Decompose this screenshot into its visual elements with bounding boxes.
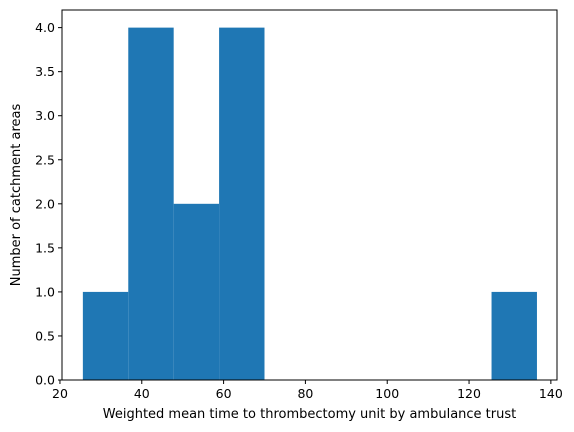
y-tick-label: 4.0	[35, 20, 55, 35]
x-tick-label: 40	[134, 386, 150, 401]
x-tick-label: 140	[539, 386, 563, 401]
y-tick-label: 1.5	[35, 240, 55, 255]
y-tick-label: 2.5	[35, 152, 55, 167]
bars-group	[82, 27, 537, 380]
y-tick-label: 3.5	[35, 64, 55, 79]
histogram-bar-4	[219, 27, 265, 380]
plot-frame	[61, 9, 558, 381]
y-axis-label: Number of catchment areas	[9, 104, 24, 287]
histogram-bar-1	[82, 291, 129, 380]
x-axis-label: Weighted mean time to thrombectomy unit …	[103, 407, 516, 422]
y-tick-label: 1.0	[35, 284, 55, 299]
x-tick-label: 120	[457, 386, 481, 401]
x-tick-label: 20	[52, 386, 68, 401]
x-tick-label: 100	[375, 386, 399, 401]
y-axis-ticks: 0.0 0.5 1.0 1.5 2.0 2.5 3.0 3.5 4.0	[35, 20, 62, 388]
histogram-bar-3	[173, 203, 220, 380]
x-tick-label: 60	[216, 386, 232, 401]
histogram-bar-2	[128, 27, 174, 380]
x-tick-label: 80	[297, 386, 313, 401]
y-tick-label: 3.0	[35, 108, 55, 123]
y-tick-label: 0.5	[35, 328, 55, 343]
histogram-bar-10	[491, 291, 537, 380]
x-axis-ticks: 20 40 60 80 100 120 140	[52, 380, 563, 401]
y-tick-label: 0.0	[35, 373, 55, 388]
y-tick-label: 2.0	[35, 196, 55, 211]
